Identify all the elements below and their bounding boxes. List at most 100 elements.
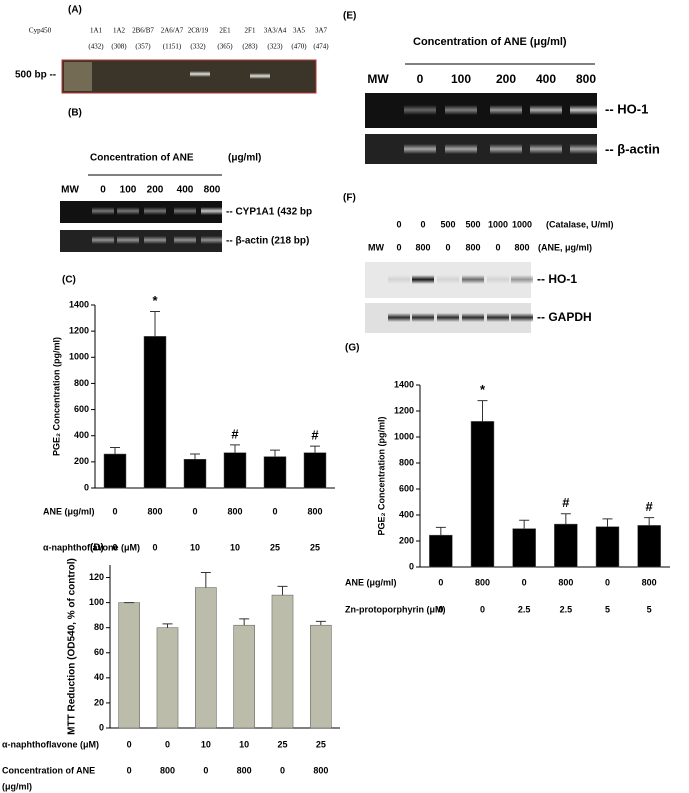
y-tick-label: 100 [89, 597, 104, 607]
panel-label: (G) [345, 343, 359, 354]
lane-label: 400 [536, 72, 556, 86]
row-label: 800 [160, 765, 175, 775]
y-axis-title: PGE₂ Concentration (pg/ml) [51, 337, 61, 456]
error-bar [519, 519, 530, 529]
lane-label: 2E1 [219, 27, 231, 35]
row-label: 800 [147, 506, 162, 516]
band [92, 236, 114, 244]
error-bar [477, 400, 488, 422]
lane-label: 100 [120, 185, 137, 196]
row-label: 0 [165, 739, 170, 749]
lane-label: 2B6/B7 [132, 27, 154, 35]
y-tick-label: 1400 [394, 379, 414, 389]
row-label: 25 [277, 739, 287, 749]
error-bar [190, 453, 200, 460]
error-bar [560, 513, 571, 525]
row-label: 800 [237, 765, 252, 775]
band-label: -- β-actin [605, 141, 660, 156]
row-label: 0 [152, 542, 157, 552]
row-name: (μg/ml) [2, 781, 32, 791]
y-tick-label: 600 [399, 483, 414, 493]
ladder [64, 62, 92, 91]
bar [263, 456, 287, 489]
band [250, 73, 270, 79]
lane-label: 3A5 [293, 27, 306, 35]
band-label: -- HO-1 [537, 272, 577, 286]
bar [103, 453, 127, 489]
lane-label: 0 [417, 72, 424, 86]
y-tick-label: 1000 [69, 352, 89, 362]
band-label: -- GAPDH [537, 310, 592, 324]
band [92, 207, 114, 215]
band [570, 105, 602, 115]
bar [271, 594, 294, 729]
y-tick-label: 1200 [394, 405, 414, 415]
band [487, 313, 509, 322]
lane-size: (1151) [163, 43, 182, 51]
annotation: # [231, 426, 239, 441]
y-tick-label: 0 [99, 722, 104, 732]
lane-label: 3A7 [315, 27, 328, 35]
row-label: 0 [605, 577, 610, 587]
error-bar [277, 585, 288, 596]
row-label: 0 [272, 506, 277, 516]
row-name: α-naphthoflavone (μM) [43, 542, 140, 552]
annotation: # [646, 499, 654, 514]
band [388, 275, 410, 284]
y-axis-title: MTT Reduction (OD540, % of control) [67, 558, 78, 735]
row-label: 800 [227, 506, 242, 516]
error-bar [230, 444, 240, 453]
lane-label: 500 [440, 219, 455, 229]
y-tick-label: 0 [84, 482, 89, 492]
y-tick-label: 80 [94, 622, 104, 632]
gel [365, 93, 597, 128]
lane-label: MW [61, 185, 79, 196]
row-label: 10 [190, 542, 200, 552]
band [445, 144, 477, 154]
row-name: Concentration of ANE [2, 765, 95, 775]
lane-label: 1000 [512, 219, 532, 229]
y-tick-label: 120 [89, 572, 104, 582]
lane-label: 200 [147, 185, 164, 196]
y-tick-label: 60 [94, 647, 104, 657]
band-label: -- HO-1 [605, 101, 648, 116]
panel-label: (E) [343, 11, 356, 22]
y-tick-label: 40 [94, 672, 104, 682]
bar [512, 528, 536, 568]
band [190, 71, 210, 77]
bar [310, 624, 332, 729]
row-name: (Catalase, U/ml) [546, 219, 614, 229]
panel-label: (D) [90, 543, 104, 554]
bar [429, 534, 453, 568]
row-label: 10 [201, 739, 211, 749]
error-bar [150, 311, 160, 337]
error-bar [435, 526, 446, 536]
lane-size: (308) [111, 43, 127, 51]
row-label: 25 [310, 542, 320, 552]
gel-header: Concentration of ANE [90, 153, 194, 164]
lane-label: 2C8/19 [188, 27, 209, 35]
band [490, 105, 522, 115]
lane-label: Cyp450 [29, 27, 52, 35]
row-label: 2.5 [560, 604, 573, 614]
lane-label: 1000 [488, 219, 508, 229]
band [570, 144, 602, 154]
band [117, 236, 139, 244]
row-label: 5 [647, 604, 652, 614]
y-tick-label: 1200 [69, 326, 89, 336]
row-label: 25 [270, 542, 280, 552]
lane-size: (323) [267, 43, 283, 51]
row-name: Zn-protoporphyrin (μM) [345, 604, 445, 614]
lane-label: 2F1 [245, 27, 256, 35]
error-bar [162, 623, 173, 628]
band [201, 236, 223, 244]
band [144, 207, 166, 215]
y-tick-label: 800 [74, 378, 89, 388]
row-label: 0 [127, 765, 132, 775]
row-label: 0 [127, 739, 132, 749]
band [511, 313, 533, 322]
band [201, 207, 223, 215]
band [144, 236, 166, 244]
band [462, 275, 484, 284]
lane-size: (332) [190, 43, 206, 51]
